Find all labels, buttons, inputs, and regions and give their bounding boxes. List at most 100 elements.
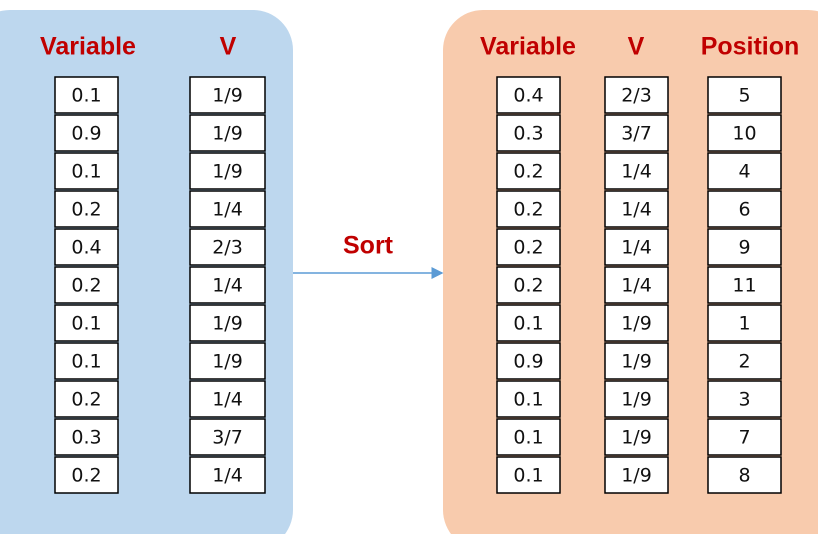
cell-text: 1/9 xyxy=(212,123,243,145)
cell-text: 1/9 xyxy=(212,351,243,373)
cell-box xyxy=(707,418,782,456)
cell-box xyxy=(54,152,119,190)
cell-box xyxy=(707,152,782,190)
cell-box xyxy=(707,114,782,152)
cell-box xyxy=(707,342,782,380)
cell-text: 0.1 xyxy=(513,313,543,335)
cell-text: 7 xyxy=(738,427,750,449)
cell-text: 1/9 xyxy=(212,161,243,183)
cell-text: 4 xyxy=(738,161,750,183)
cell-box xyxy=(189,76,266,114)
cell-box xyxy=(54,456,119,494)
cell-text: 1/9 xyxy=(212,313,243,335)
cell-text: 0.2 xyxy=(513,199,543,221)
cell-box xyxy=(604,190,669,228)
cell-text: 1/4 xyxy=(212,389,243,411)
cell-box xyxy=(189,114,266,152)
cell-box xyxy=(54,266,119,304)
cell-box xyxy=(496,76,561,114)
cell-text: 5 xyxy=(738,85,750,107)
column-header: Position xyxy=(701,33,800,61)
cell-text: 0.1 xyxy=(513,427,543,449)
cell-text: 1/9 xyxy=(621,465,652,487)
cell-box xyxy=(496,342,561,380)
cell-text: 1/4 xyxy=(212,275,243,297)
cell-box xyxy=(604,380,669,418)
cell-text: 1/4 xyxy=(621,161,652,183)
cell-text: 2 xyxy=(738,351,750,373)
cell-box xyxy=(604,228,669,266)
cell-box xyxy=(54,418,119,456)
cell-box xyxy=(604,418,669,456)
cell-box xyxy=(54,228,119,266)
cell-text: 0.2 xyxy=(71,199,101,221)
cell-box xyxy=(54,304,119,342)
cell-text: 9 xyxy=(738,237,750,259)
cell-text: 6 xyxy=(738,199,750,221)
cell-text: 2/3 xyxy=(212,237,243,259)
cell-text: 1 xyxy=(738,313,750,335)
cell-box xyxy=(707,380,782,418)
cell-text: 0.2 xyxy=(513,275,543,297)
cell-box xyxy=(496,228,561,266)
cell-box xyxy=(54,114,119,152)
cell-box xyxy=(496,190,561,228)
cell-text: 0.9 xyxy=(513,351,543,373)
cell-text: 8 xyxy=(738,465,750,487)
cell-box xyxy=(707,190,782,228)
cell-text: 10 xyxy=(732,123,756,145)
cell-text: 0.4 xyxy=(71,237,101,259)
cell-box xyxy=(189,380,266,418)
cell-text: 0.1 xyxy=(513,465,543,487)
cell-box xyxy=(604,266,669,304)
cell-text: 0.2 xyxy=(71,275,101,297)
cell-text: 11 xyxy=(732,275,756,297)
cell-box xyxy=(54,380,119,418)
cell-text: 0.1 xyxy=(513,389,543,411)
cell-box xyxy=(496,304,561,342)
cell-text: 0.1 xyxy=(71,313,101,335)
cell-text: 0.9 xyxy=(71,123,101,145)
cell-box xyxy=(189,304,266,342)
cell-text: 1/4 xyxy=(212,199,243,221)
cell-box xyxy=(707,228,782,266)
cell-text: 0.3 xyxy=(513,123,543,145)
cell-box xyxy=(707,76,782,114)
cell-text: 0.1 xyxy=(71,351,101,373)
cell-text: 0.4 xyxy=(513,85,543,107)
cell-text: 1/4 xyxy=(621,237,652,259)
column-header: V xyxy=(628,33,645,61)
arrow-label: Sort xyxy=(343,232,394,260)
cell-text: 1/9 xyxy=(621,427,652,449)
cell-box xyxy=(189,266,266,304)
cell-text: 0.2 xyxy=(71,389,101,411)
cell-text: 0.1 xyxy=(71,85,101,107)
cell-box xyxy=(604,342,669,380)
cell-text: 3 xyxy=(738,389,750,411)
cell-box xyxy=(189,190,266,228)
cell-box xyxy=(496,418,561,456)
cell-box xyxy=(54,190,119,228)
cell-box xyxy=(604,304,669,342)
cell-box xyxy=(189,342,266,380)
cell-box xyxy=(496,152,561,190)
cell-box xyxy=(189,418,266,456)
column-header: Variable xyxy=(480,33,576,61)
cell-box xyxy=(707,456,782,494)
cell-box xyxy=(189,228,266,266)
cell-box xyxy=(496,266,561,304)
cell-text: 3/7 xyxy=(212,427,243,449)
cell-text: 3/7 xyxy=(621,123,652,145)
cell-text: 1/9 xyxy=(621,389,652,411)
cell-box xyxy=(496,380,561,418)
cell-text: 0.2 xyxy=(513,237,543,259)
cell-box xyxy=(54,76,119,114)
cell-box xyxy=(496,114,561,152)
cell-text: 0.1 xyxy=(71,161,101,183)
cell-box xyxy=(496,456,561,494)
cell-text: 1/4 xyxy=(621,199,652,221)
cell-box xyxy=(604,456,669,494)
cell-text: 2/3 xyxy=(621,85,652,107)
cell-text: 0.3 xyxy=(71,427,101,449)
cell-text: 1/9 xyxy=(621,351,652,373)
